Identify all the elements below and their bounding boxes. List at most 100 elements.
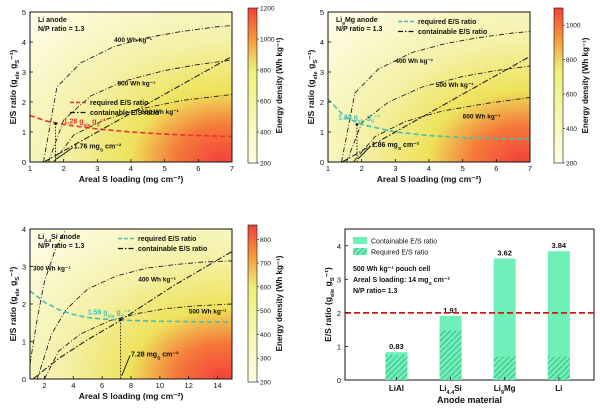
x-tick-label: 6 bbox=[100, 381, 104, 390]
x-tick-label: LiAl bbox=[389, 384, 404, 393]
x-tick-label: 4 bbox=[71, 381, 75, 390]
chart-panel-a: 400 Wh kg⁻¹ 500 Wh kg⁻¹ 600 Wh kg⁻¹ 1 2 3 4 5 6 7… bbox=[8, 6, 284, 185]
colorbar-tick-label: 400 bbox=[260, 332, 271, 339]
inset-np-ratio: N/P ratio = 1.3 bbox=[38, 243, 84, 250]
plot-background bbox=[328, 12, 530, 162]
series-line-0 bbox=[30, 290, 232, 323]
isoline-label-1: 400 Wh kg⁻¹ bbox=[138, 277, 176, 284]
isoline-1 bbox=[346, 65, 530, 162]
x-tick-label: Li9Mg bbox=[494, 384, 516, 396]
annotation-0: 1.28 gele gS⁻¹ bbox=[64, 119, 107, 129]
x-tick-label: 6 bbox=[196, 164, 200, 173]
colorbar-tick-label: 600 bbox=[260, 284, 271, 291]
legend-label-required: Required E/S ratio bbox=[371, 250, 428, 257]
annotation-0: 1.25 gele gS⁻¹ bbox=[338, 114, 381, 124]
x-tick-label: 2 bbox=[62, 164, 66, 173]
x-axis-label: Areal S loading (mg cm⁻²) bbox=[79, 391, 184, 401]
colorbar-tick-label: 400 bbox=[260, 130, 271, 137]
y-tick-label: 3 bbox=[320, 68, 324, 77]
intersect-point bbox=[54, 122, 57, 125]
colorbar-tick-label: 200 bbox=[260, 380, 271, 387]
series-line-0 bbox=[30, 114, 232, 138]
legend-label-containable: containable E/S ratio bbox=[138, 246, 207, 253]
series-line-1 bbox=[43, 55, 232, 162]
plot-background bbox=[30, 229, 232, 379]
y-tick-label: 4 bbox=[337, 242, 341, 251]
annotation-1: 1.76 mgS cm⁻² bbox=[74, 144, 122, 154]
y-axis-label: E/S ratio (gele gS⁻¹) bbox=[323, 267, 336, 342]
x-tick-label: 10 bbox=[156, 381, 164, 390]
y-tick-label: 0 bbox=[337, 376, 341, 385]
x-tick-label: 14 bbox=[213, 381, 221, 390]
x-tick-label: 6 bbox=[494, 164, 498, 173]
y-axis-label: E/S ratio (gele gS⁻¹) bbox=[306, 49, 319, 124]
bar-required bbox=[439, 330, 462, 380]
annotation-0: 1.58 gele gS⁻¹ bbox=[88, 310, 131, 320]
y-tick-label: 5 bbox=[22, 8, 26, 17]
isoline-label-0: 300 Wh kg⁻¹ bbox=[33, 265, 71, 272]
y-tick-label: 2 bbox=[337, 309, 341, 318]
colorbar bbox=[247, 7, 258, 164]
annotation-arrow bbox=[56, 147, 74, 160]
x-tick-label: 5 bbox=[163, 164, 167, 173]
annotation-arrow bbox=[121, 355, 131, 377]
chart-panel-d: 0.83 LiAl 1.91 Li4.4Si 3.62 Li9Mg 3.84 Li 0 1 2 3 4 A… bbox=[323, 228, 595, 405]
y-tick-label: 4 bbox=[22, 38, 26, 47]
colorbar-tick-label: 800 bbox=[260, 237, 271, 244]
colorbar-tick-label: 300 bbox=[260, 356, 271, 363]
info-line-3: N/P ratio= 1.3 bbox=[353, 288, 398, 295]
y-axis-label: E/S ratio (gele gS⁻¹) bbox=[8, 266, 21, 341]
y-tick-label: 3 bbox=[337, 275, 341, 284]
inset-title: Li4.4Si anode bbox=[38, 234, 80, 244]
y-tick-label: 4 bbox=[22, 225, 26, 234]
y-tick-label: 0 bbox=[320, 158, 324, 167]
info-line-2: Areal S loading: 14 mgS cm⁻² bbox=[353, 277, 450, 287]
colorbar-tick-label: 1200 bbox=[260, 6, 275, 13]
plot-background bbox=[30, 12, 232, 162]
inset-title: Li anode bbox=[38, 17, 67, 24]
colorbar-tick-label: 200 bbox=[260, 161, 271, 168]
inset-np-ratio: N/P ratio = 1.3 bbox=[336, 26, 382, 33]
bar-required bbox=[493, 356, 516, 380]
colorbar-tick-label: 400 bbox=[566, 126, 577, 133]
annotation-1: 7.28 mgS cm⁻² bbox=[131, 352, 179, 362]
bar-value-label: 3.84 bbox=[552, 241, 567, 250]
colorbar-tick-label: 800 bbox=[566, 57, 577, 64]
y-tick-label: 2 bbox=[320, 98, 324, 107]
isoline-label-1: 500 Wh kg⁻¹ bbox=[436, 82, 474, 89]
colorbar-tick-label: 1000 bbox=[566, 23, 581, 30]
colorbar-label: Energy density (Wh kg⁻¹) bbox=[581, 37, 590, 133]
bar-value-label: 0.83 bbox=[389, 342, 404, 351]
legend-swatch-required bbox=[353, 248, 367, 255]
y-tick-label: 0 bbox=[22, 158, 26, 167]
bar-required bbox=[385, 354, 408, 380]
x-tick-label: 3 bbox=[393, 164, 397, 173]
x-tick-label: 12 bbox=[185, 381, 193, 390]
bar-containable bbox=[493, 258, 516, 380]
x-axis-label: Areal S loading (mg cm⁻²) bbox=[377, 174, 482, 184]
colorbar-tick-label: 800 bbox=[260, 68, 271, 75]
legend-label-containable: containable E/S ratio bbox=[90, 110, 159, 117]
bar-value-label: 3.62 bbox=[497, 249, 512, 258]
legend-label-required: required E/S ratio bbox=[138, 236, 196, 243]
isoline-0 bbox=[43, 25, 232, 162]
x-tick-label: 1 bbox=[28, 164, 32, 173]
isoline-label-0: 400 Wh kg⁻¹ bbox=[395, 58, 433, 65]
colorbar-tick-label: 500 bbox=[260, 308, 271, 315]
x-tick-label: 5 bbox=[461, 164, 465, 173]
inset-title: Li9Mg anode bbox=[336, 17, 378, 27]
x-tick-label: Li4.4Si bbox=[439, 384, 461, 396]
legend-label-required: required E/S ratio bbox=[418, 19, 476, 26]
colorbar-tick-label: 700 bbox=[260, 261, 271, 268]
y-tick-label: 3 bbox=[22, 68, 26, 77]
y-tick-label: 4 bbox=[320, 38, 324, 47]
colorbar bbox=[247, 224, 258, 383]
x-axis-label: Areal S loading (mg cm⁻²) bbox=[79, 174, 184, 184]
y-tick-label: 3 bbox=[22, 263, 26, 272]
isoline-label-2: 500 Wh kg⁻¹ bbox=[189, 308, 227, 315]
colorbar-label: Energy density (Wh kg⁻¹) bbox=[275, 255, 284, 351]
series-line-1 bbox=[341, 55, 530, 162]
annotation-1: 1.86 mgS cm⁻² bbox=[372, 142, 420, 152]
